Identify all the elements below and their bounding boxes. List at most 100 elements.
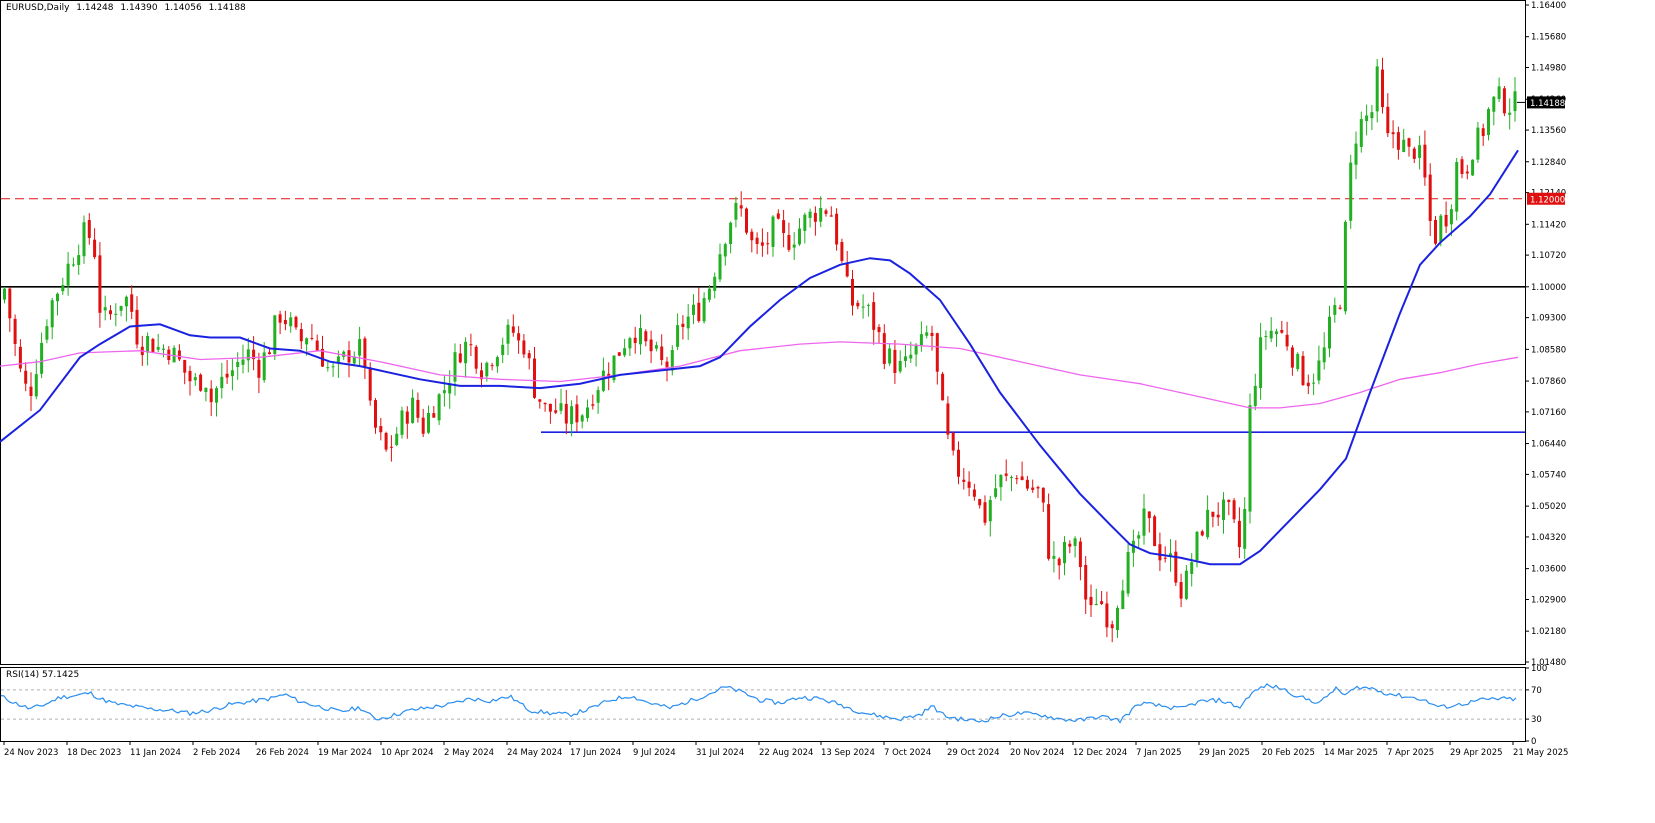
candle-bull — [988, 500, 992, 522]
candle-bear — [278, 314, 282, 323]
price-axis-label: 1.05740 — [1531, 470, 1566, 480]
candle-bull — [77, 255, 81, 265]
price-axis-label: 1.04320 — [1531, 533, 1566, 543]
candle-bear — [93, 239, 97, 258]
candle-bull — [193, 377, 197, 381]
candle-bear — [946, 403, 950, 435]
price-axis-label: 1.14980 — [1531, 64, 1566, 74]
candle-bull — [56, 293, 59, 302]
candle-bear — [151, 339, 155, 352]
candle-bull — [1365, 115, 1369, 122]
candle-bull — [495, 357, 499, 367]
time-axis-label: 31 Jul 2024 — [696, 748, 744, 758]
candle-bear — [1110, 624, 1114, 629]
time-axis-label: 7 Apr 2025 — [1387, 748, 1434, 758]
candle-bear — [183, 359, 187, 373]
candle-bull — [204, 387, 208, 393]
time-axis-label: 20 Feb 2025 — [1262, 748, 1315, 758]
price-axis-label: 1.06440 — [1531, 440, 1566, 450]
candle-bull — [1349, 162, 1353, 221]
open-value: 1.14248 — [76, 3, 114, 13]
low-value: 1.14056 — [164, 3, 202, 13]
candle-bull — [336, 356, 340, 364]
candle-bear — [268, 352, 271, 355]
time-axis-label: 7 Oct 2024 — [884, 748, 931, 758]
candle-bear — [1407, 138, 1411, 147]
candle-bull — [612, 355, 616, 381]
candle-bull — [1317, 360, 1321, 381]
level-label-text: 1.12000 — [1530, 195, 1565, 205]
price-axis-label: 1.10720 — [1531, 251, 1566, 261]
candle-bull — [723, 244, 727, 257]
close-value: 1.14188 — [208, 3, 246, 13]
candle-bull — [654, 345, 658, 349]
candle-bear — [1290, 347, 1294, 368]
candle-bull — [230, 370, 234, 377]
candle-bear — [1232, 500, 1236, 520]
candle-bull — [1142, 508, 1146, 536]
candle-bull — [437, 394, 441, 421]
candle-bull — [1137, 535, 1141, 539]
candle-bull — [1471, 159, 1475, 176]
candle-bull — [914, 344, 918, 355]
candle-bear — [474, 346, 478, 369]
candle-bear — [13, 318, 17, 345]
candle-bear — [760, 242, 764, 246]
candle-bull — [442, 390, 446, 394]
candle-bear — [697, 302, 701, 321]
candle-bull — [1116, 607, 1119, 631]
candle-bear — [957, 449, 960, 477]
candle-bull — [692, 304, 695, 315]
time-axis-label: 13 Sep 2024 — [821, 748, 875, 758]
candle-bear — [527, 353, 531, 359]
candles — [3, 57, 1517, 643]
candle-bear — [321, 348, 324, 367]
time-axis-label: 29 Jan 2025 — [1199, 748, 1250, 758]
candle-bull — [1190, 562, 1194, 574]
candle-bear — [548, 403, 552, 412]
candle-bear — [458, 353, 462, 363]
candle-bear — [1481, 128, 1485, 137]
candle-bull — [1439, 215, 1443, 242]
candle-bear — [755, 237, 759, 245]
candle-bear — [633, 337, 637, 344]
candle-bull — [156, 346, 160, 350]
candle-bear — [1237, 520, 1241, 548]
candle-bear — [835, 213, 839, 245]
candle-bull — [1354, 143, 1358, 165]
price-axis-label: 1.02180 — [1531, 627, 1566, 637]
candle-bear — [1381, 69, 1384, 108]
time-axis-label: 10 Apr 2024 — [381, 748, 434, 758]
candle-bear — [978, 499, 982, 506]
candle-bull — [262, 352, 266, 381]
candle-bear — [421, 417, 425, 434]
candle-bull — [1312, 382, 1316, 384]
candle-bear — [1153, 516, 1157, 547]
time-axis-label: 7 Jan 2025 — [1136, 748, 1182, 758]
candle-bear — [1057, 558, 1061, 566]
candle-bull — [1222, 499, 1225, 521]
candle-bull — [888, 348, 892, 364]
time-axis-label: 20 Nov 2024 — [1010, 748, 1064, 758]
candle-bear — [1391, 132, 1395, 135]
candle-bear — [1158, 544, 1162, 561]
candle-bear — [432, 413, 436, 418]
candle-bull — [570, 406, 574, 425]
rsi-axis-label: 30 — [1531, 715, 1542, 725]
candle-bear — [782, 220, 786, 234]
candle-bear — [1306, 382, 1310, 387]
candle-bear — [24, 370, 28, 384]
candle-bull — [358, 339, 362, 356]
candle-bear — [1047, 504, 1051, 559]
candle-bull — [1296, 353, 1300, 370]
candle-bear — [739, 205, 743, 209]
candle-bull — [124, 296, 128, 307]
candle-bear — [1179, 582, 1183, 599]
rsi-axis-label: 70 — [1531, 686, 1542, 696]
price-layer — [0, 57, 1525, 643]
candle-bull — [586, 407, 589, 419]
candle-bear — [813, 212, 817, 222]
candle-bull — [236, 362, 240, 368]
candle-bear — [87, 220, 91, 238]
candle-bull — [1275, 331, 1278, 335]
